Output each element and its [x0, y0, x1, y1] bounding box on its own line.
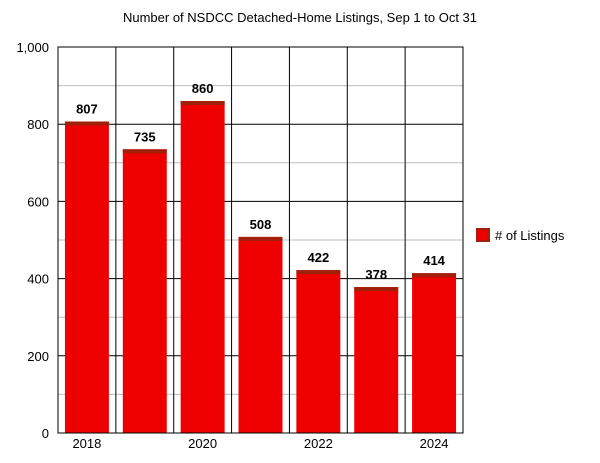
- x-tick-label: 2022: [304, 436, 333, 451]
- y-tick-label: 1,000: [16, 40, 49, 55]
- data-label: 508: [250, 217, 272, 232]
- plot-frame: [57, 46, 464, 434]
- data-labels: 807 735 860 508 422 378 414: [76, 81, 446, 282]
- y-tick-label: 600: [27, 194, 49, 209]
- legend: # of Listings: [476, 228, 565, 243]
- y-tick-label: 200: [27, 349, 49, 364]
- x-tick-label: 2018: [72, 436, 101, 451]
- bar-top-edge: [296, 270, 341, 275]
- bar-2018: [64, 121, 109, 434]
- data-label: 735: [134, 129, 156, 144]
- data-label: 860: [192, 81, 214, 96]
- bar-top-edge: [238, 236, 283, 241]
- x-tick-label: 2024: [420, 436, 449, 451]
- bar-top-edge: [354, 287, 399, 292]
- data-label: 378: [365, 267, 387, 282]
- y-tick-label: 400: [27, 272, 49, 287]
- bar-2021: [238, 236, 283, 433]
- y-tick-label: 800: [27, 117, 49, 132]
- x-tick-label: 2020: [188, 436, 217, 451]
- data-label: 807: [76, 101, 98, 116]
- bar-2023: [354, 287, 399, 433]
- legend-swatch: [476, 228, 490, 242]
- bar-2022: [296, 270, 341, 433]
- bar-2019: [122, 149, 167, 434]
- bar-top-edge: [180, 101, 225, 106]
- data-label: 422: [308, 250, 330, 265]
- axes: 0 200 400 600 800 1,000 2018 2020 2022 2024: [16, 40, 464, 451]
- bar-2024: [412, 273, 457, 433]
- bars: [64, 101, 457, 434]
- bar-top-edge: [412, 273, 457, 278]
- data-label: 414: [423, 253, 445, 268]
- bar-top-edge: [122, 149, 167, 154]
- chart-title: Number of NSDCC Detached-Home Listings, …: [123, 10, 477, 25]
- bar-top-edge: [64, 121, 109, 126]
- bar-2020: [180, 101, 225, 433]
- legend-label: # of Listings: [495, 228, 565, 243]
- y-tick-label: 0: [42, 426, 49, 441]
